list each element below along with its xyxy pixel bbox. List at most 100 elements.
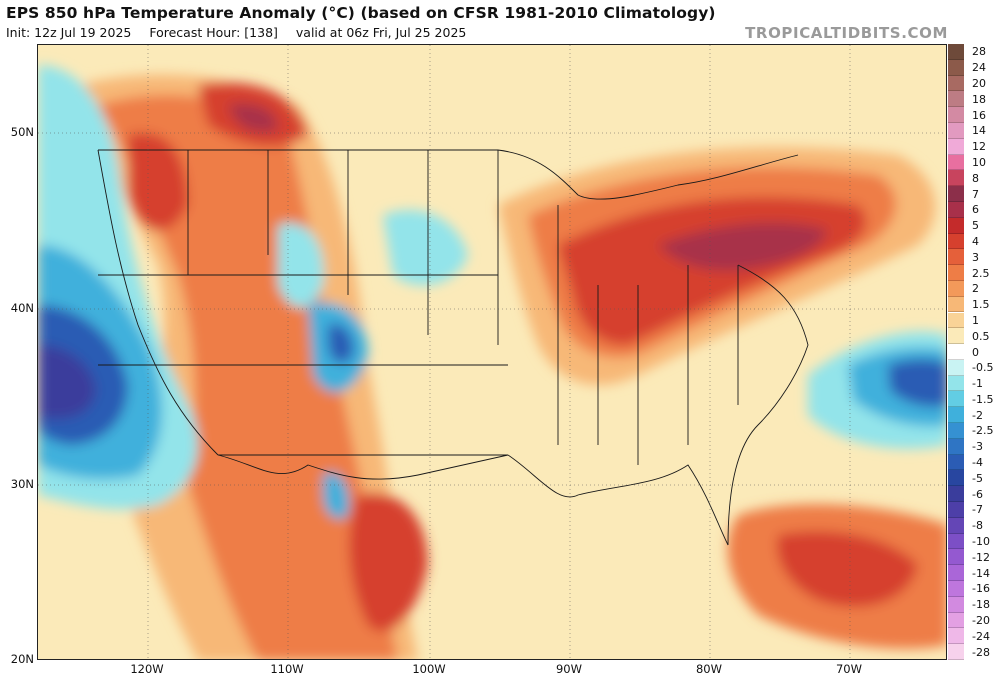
state-lines-east [557, 205, 739, 465]
colorbar-swatch [948, 596, 964, 613]
colorbar-swatch [948, 359, 964, 376]
colorbar-swatch [948, 138, 964, 155]
colorbar-swatch [948, 107, 964, 123]
valid-time: valid at 06z Fri, Jul 25 2025 [295, 25, 467, 40]
lon-label-90w: 90W [555, 662, 583, 676]
colorbar-label: -12 [972, 550, 990, 564]
colorbar-label: -6 [972, 487, 983, 501]
colorbar-swatch [948, 565, 964, 581]
colorbar-swatch [948, 44, 964, 60]
great-lakes-border [497, 149, 799, 200]
lon-label-110w: 110W [270, 662, 304, 676]
colorbar-label: 12 [972, 140, 986, 154]
colorbar-label: -2.5 [972, 424, 994, 438]
colorbar-label: 2.5 [972, 266, 990, 280]
colorbar-swatch [948, 312, 964, 329]
colorbar-label: -18 [972, 598, 990, 612]
colorbar-label: 3 [972, 250, 979, 264]
colorbar-swatch [948, 344, 964, 360]
colorbar-swatch [948, 438, 964, 455]
colorbar-swatch [948, 170, 964, 187]
state-lines-horizontal [98, 274, 508, 456]
colorbar-label: 20 [972, 76, 986, 90]
colorbar-swatch [948, 122, 964, 139]
colorbar-label: -14 [972, 566, 990, 580]
colorbar-label: 14 [972, 124, 986, 138]
colorbar-swatch [948, 644, 964, 660]
colorbar-swatch [948, 423, 964, 439]
colorbar-label: -7 [972, 503, 983, 517]
colorbar-label: -1 [972, 377, 983, 391]
colorbar-label: 28 [972, 45, 986, 59]
colorbar: 28 24 20 18 16 14 12 10 8 7 6 5 4 3 2.5 2 1.5 1 0.5 0 -0.5 -1… [948, 44, 1000, 660]
colorbar-swatch [948, 249, 964, 266]
colorbar-swatch [948, 502, 964, 518]
colorbar-label: 18 [972, 92, 986, 106]
lat-label-50n: 50N [10, 125, 34, 139]
gulf-coast [507, 454, 729, 546]
colorbar-label: -24 [972, 629, 990, 643]
colorbar-label: -3 [972, 440, 983, 454]
lat-label-20n: 20N [10, 652, 34, 666]
colorbar-swatch [948, 549, 964, 566]
colorbar-swatch [948, 407, 964, 424]
map-title: EPS 850 hPa Temperature Anomaly (°C) (ba… [6, 4, 716, 22]
lat-label-30n: 30N [10, 477, 34, 491]
colorbar-label: -20 [972, 614, 990, 627]
colorbar-label: 16 [972, 108, 986, 122]
colorbar-label: 10 [972, 155, 986, 169]
colorbar-swatch [948, 628, 964, 645]
lon-label-100w: 100W [412, 662, 446, 676]
map-canvas [38, 45, 946, 659]
colorbar-swatch [948, 280, 964, 297]
colorbar-label: -10 [972, 535, 990, 549]
colorbar-swatch [948, 470, 964, 487]
colorbar-swatch [948, 75, 964, 92]
colorbar-swatch [948, 59, 964, 76]
anomaly-map [37, 44, 947, 660]
colorbar-swatch [948, 391, 964, 408]
forecast-hour: Forecast Hour: [138] [149, 25, 278, 40]
map-subtitle: Init: 12z Jul 19 2025 Forecast Hour: [13… [6, 25, 480, 40]
colorbar-label: 5 [972, 219, 979, 233]
colorbar-swatch [948, 375, 964, 392]
colorbar-swatch [948, 533, 964, 550]
colorbar-label: 2 [972, 282, 979, 296]
brand-watermark: TROPICALTIDBITS.COM [745, 24, 948, 42]
colorbar-label: -1.5 [972, 392, 994, 406]
colorbar-label: 24 [972, 61, 986, 75]
colorbar-swatch [948, 328, 964, 345]
colorbar-swatch [948, 517, 964, 534]
state-lines-west [187, 150, 499, 345]
colorbar-label: -8 [972, 519, 983, 533]
anomaly-field [38, 65, 946, 659]
colorbar-label: -5 [972, 471, 983, 485]
colorbar-swatch [948, 217, 964, 234]
colorbar-label: 4 [972, 234, 979, 248]
colorbar-swatch [948, 265, 964, 281]
init-time: Init: 12z Jul 19 2025 [6, 25, 132, 40]
colorbar-swatch [948, 186, 964, 202]
graticule [38, 45, 946, 659]
colorbar-swatch [948, 612, 964, 629]
colorbar-swatch [948, 296, 964, 313]
colorbar-label: 0.5 [972, 329, 990, 343]
lat-label-40n: 40N [10, 301, 34, 315]
colorbar-swatch [948, 154, 964, 171]
colorbar-swatch [948, 233, 964, 250]
colorbar-swatch [948, 486, 964, 503]
west-coast [97, 149, 219, 456]
colorbar-swatch [948, 91, 964, 108]
mexico-border [217, 454, 509, 480]
colorbar-label: 7 [972, 187, 979, 201]
colorbar-label: -2 [972, 408, 983, 422]
east-coast [727, 264, 809, 546]
lon-label-120w: 120W [130, 662, 164, 676]
lon-label-80w: 80W [695, 662, 723, 676]
colorbar-swatch [948, 454, 964, 471]
lon-label-70w: 70W [835, 662, 863, 676]
colorbar-label: 0 [972, 345, 979, 359]
colorbar-label: 1.5 [972, 298, 990, 312]
colorbar-label: -16 [972, 582, 990, 596]
colorbar-label: 1 [972, 313, 979, 327]
